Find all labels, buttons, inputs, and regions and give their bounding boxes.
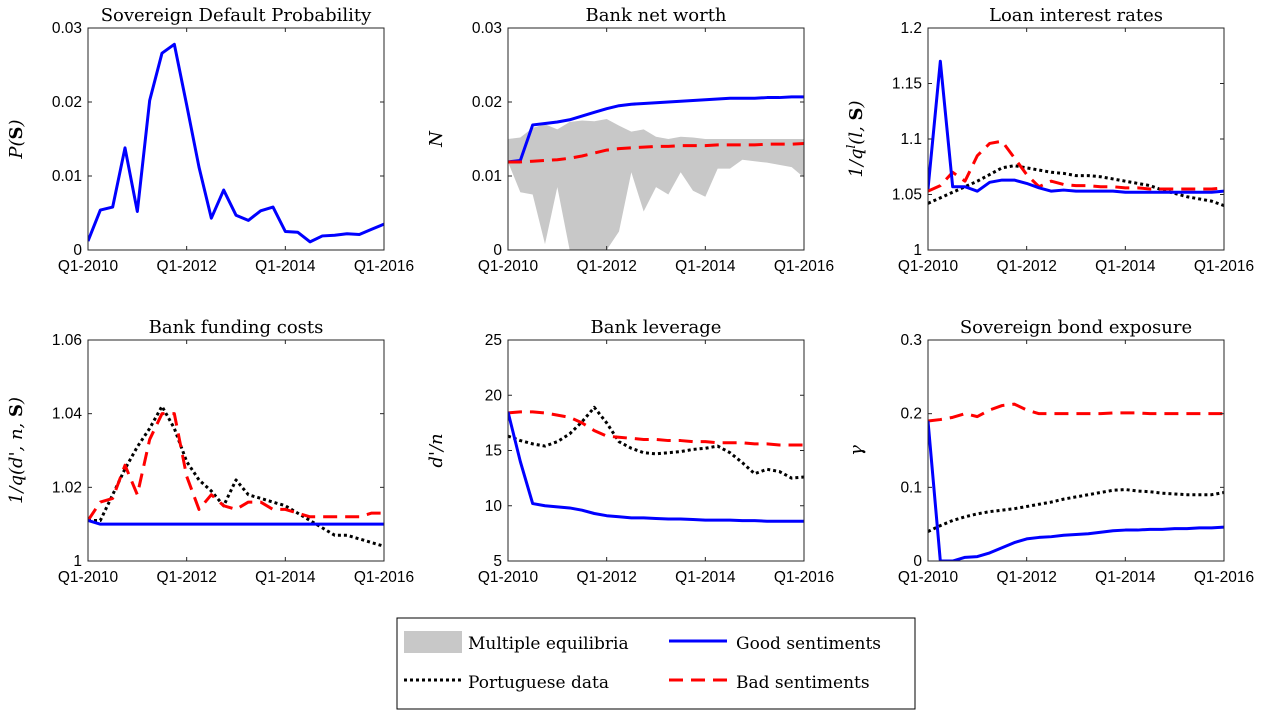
y-tick-label: 1.1 xyxy=(900,131,922,148)
x-tick-label: Q1-2012 xyxy=(997,258,1057,275)
panel-title: Loan interest rates xyxy=(989,5,1163,26)
x-tick-label: Q1-2014 xyxy=(255,258,316,275)
y-tick-label: 0.01 xyxy=(472,168,502,185)
y-tick-label: 1.2 xyxy=(900,20,922,37)
y-tick-label: 0.01 xyxy=(52,168,82,185)
y-tick-label: 10 xyxy=(485,498,503,515)
y-tick-label: 1.06 xyxy=(52,332,82,349)
y-tick-label: 5 xyxy=(493,553,502,570)
x-tick-label: Q1-2010 xyxy=(898,569,959,586)
series-bad xyxy=(508,410,804,447)
y-tick-label: 0.3 xyxy=(900,332,922,349)
y-tick-label: 0 xyxy=(493,242,502,259)
y-tick-label: 1.04 xyxy=(52,406,83,423)
legend-box xyxy=(396,617,916,710)
x-tick-label: Q1-2012 xyxy=(157,258,217,275)
y-tick-label: 0.03 xyxy=(472,20,502,37)
x-tick-label: Q1-2010 xyxy=(898,258,959,275)
series-bad xyxy=(928,139,1224,193)
legend-label-data: Portuguese data xyxy=(468,673,609,693)
axes-frame xyxy=(507,339,805,562)
panel-3: Loan interest rates 1 1.05 1.1 1.15 1.2 Q1-201… xyxy=(844,5,1254,275)
y-tick-label: 1.02 xyxy=(52,479,82,496)
legend-label-good: Good sentiments xyxy=(736,634,881,654)
multiple-equilibria-band xyxy=(508,119,804,250)
x-tick-label: Q1-2014 xyxy=(675,569,736,586)
series-data xyxy=(508,405,804,480)
panel-6: Sovereign bond exposure 0 0.1 0.2 0.3 Q1-2010… xyxy=(846,317,1254,586)
panel-title: Sovereign bond exposure xyxy=(960,317,1192,338)
x-tick-label: Q1-2016 xyxy=(354,569,414,586)
x-tick-label: Q1-2016 xyxy=(1194,569,1254,586)
x-tick-label: Q1-2012 xyxy=(157,569,217,586)
y-tick-label: 0.2 xyxy=(900,406,922,423)
axes-frame xyxy=(927,339,1225,562)
y-tick-label: 1 xyxy=(73,553,82,570)
x-tick-label: Q1-2016 xyxy=(354,258,414,275)
y-tick-label: 15 xyxy=(485,443,502,460)
x-tick-label: Q1-2014 xyxy=(1095,258,1156,275)
legend-label-bad: Bad sentiments xyxy=(736,673,870,693)
y-tick-label: 1 xyxy=(913,242,922,259)
series-data xyxy=(928,488,1224,533)
series-good xyxy=(88,519,384,526)
x-tick-label: Q1-2016 xyxy=(774,258,834,275)
y-tick-label: 20 xyxy=(485,387,503,404)
series-bad xyxy=(88,412,384,522)
y-axis-label: d'/n xyxy=(426,433,447,467)
y-axis-label: P(S) xyxy=(6,119,27,159)
panel-1: Sovereign Default Probability 0 0.01 0.02 0.… xyxy=(6,5,414,275)
series-good xyxy=(508,411,804,523)
panel-2: Bank net worth 0 0.01 0.02 0.03 Q1-2010 Q1-201… xyxy=(426,5,834,275)
axes-frame xyxy=(87,27,385,251)
x-tick-label: Q1-2016 xyxy=(1194,258,1254,275)
panel-title: Sovereign Default Probability xyxy=(101,5,372,26)
ylabel-superscript: l xyxy=(844,145,858,149)
axes-frame xyxy=(87,339,385,562)
legend-label-band: Multiple equilibria xyxy=(468,634,629,654)
x-tick-label: Q1-2010 xyxy=(478,258,539,275)
series-bad xyxy=(508,141,804,164)
panel-4: Bank funding costs 1 1.02 1.04 1.06 Q1-2010 Q1… xyxy=(6,317,414,586)
y-axis-label: γ xyxy=(846,445,867,456)
legend-swatch-band xyxy=(404,631,462,653)
x-tick-label: Q1-2012 xyxy=(577,569,637,586)
y-tick-label: 1.05 xyxy=(892,187,922,204)
series-data xyxy=(88,404,384,548)
y-tick-label: 0.02 xyxy=(472,94,502,111)
x-tick-label: Q1-2010 xyxy=(478,569,539,586)
y-axis-label: N xyxy=(426,130,447,148)
x-tick-label: Q1-2012 xyxy=(577,258,637,275)
series-good xyxy=(88,42,384,244)
y-tick-label: 0.1 xyxy=(900,479,922,496)
x-tick-label: Q1-2014 xyxy=(255,569,316,586)
panel-title: Bank net worth xyxy=(585,5,726,26)
axes-frame xyxy=(507,27,805,251)
legend: Multiple equilibria Good sentiments Port… xyxy=(396,617,916,710)
series-bad xyxy=(928,402,1224,423)
y-tick-label: 25 xyxy=(485,332,502,349)
y-axis-label: 1/ql(l, S) xyxy=(844,100,867,177)
x-tick-label: Q1-2016 xyxy=(774,569,834,586)
y-tick-label: 1.15 xyxy=(892,76,922,93)
x-tick-label: Q1-2014 xyxy=(675,258,736,275)
series-good xyxy=(508,95,804,164)
x-tick-label: Q1-2014 xyxy=(1095,569,1156,586)
x-tick-label: Q1-2010 xyxy=(58,258,119,275)
panel-title: Bank funding costs xyxy=(149,317,324,338)
y-tick-label: 0 xyxy=(913,553,922,570)
x-tick-label: Q1-2012 xyxy=(997,569,1057,586)
y-tick-label: 0.02 xyxy=(52,94,82,111)
y-axis-label: 1/q(d', n, S) xyxy=(6,397,27,504)
series-good xyxy=(928,420,1224,561)
axes-frame xyxy=(927,27,1225,251)
series-data xyxy=(928,164,1224,208)
panel-5: Bank leverage 5 10 15 20 25 Q1-2010 Q1-2012 Q1-2… xyxy=(426,317,834,586)
x-tick-label: Q1-2010 xyxy=(58,569,119,586)
panel-title: Bank leverage xyxy=(591,317,722,338)
series-good xyxy=(928,59,1224,194)
y-tick-label: 0.03 xyxy=(52,20,82,37)
y-tick-label: 0 xyxy=(73,242,82,259)
